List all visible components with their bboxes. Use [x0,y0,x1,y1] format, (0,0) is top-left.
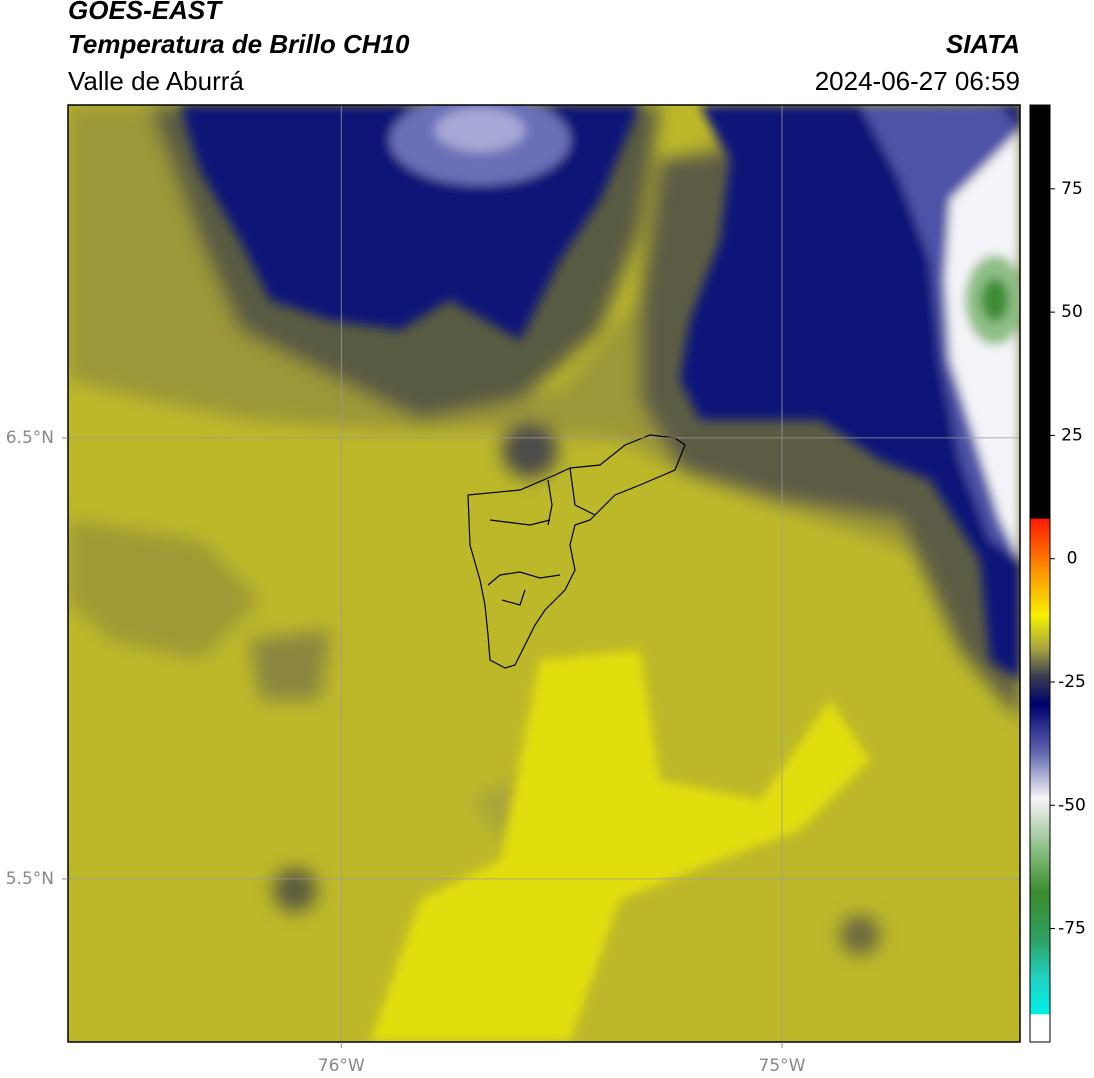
colorbar-tick-label: -25 [1058,672,1086,692]
colorbar [1029,104,1051,1043]
lon-tick-label: 75°W [759,1056,806,1076]
colorbar-tick-label: 0 [1067,549,1078,569]
map-frame [67,104,1021,1043]
colorbar-tick-label: 75 [1061,179,1083,199]
colorbar-tick-label: 50 [1061,302,1083,322]
lat-tick-label: 5.5°N [6,869,54,889]
lon-tick-label: 76°W [318,1056,365,1076]
datetime-label: 2024-06-27 06:59 [815,66,1020,96]
satellite-image [68,105,1020,1042]
colorbar-tick-label: -75 [1058,919,1086,939]
colorbar-tick-label: 25 [1061,425,1083,445]
lat-tick-label: 6.5°N [6,428,54,448]
title-line1: GOES-EAST [68,0,223,25]
source-label: SIATA [946,29,1020,59]
municipal-boundaries [467,434,686,669]
title-line2: Temperatura de Brillo CH10 [68,29,410,59]
region-label: Valle de Aburrá [68,66,244,96]
graticule [68,105,1020,1042]
colorbar-tick-label: -50 [1058,795,1086,815]
